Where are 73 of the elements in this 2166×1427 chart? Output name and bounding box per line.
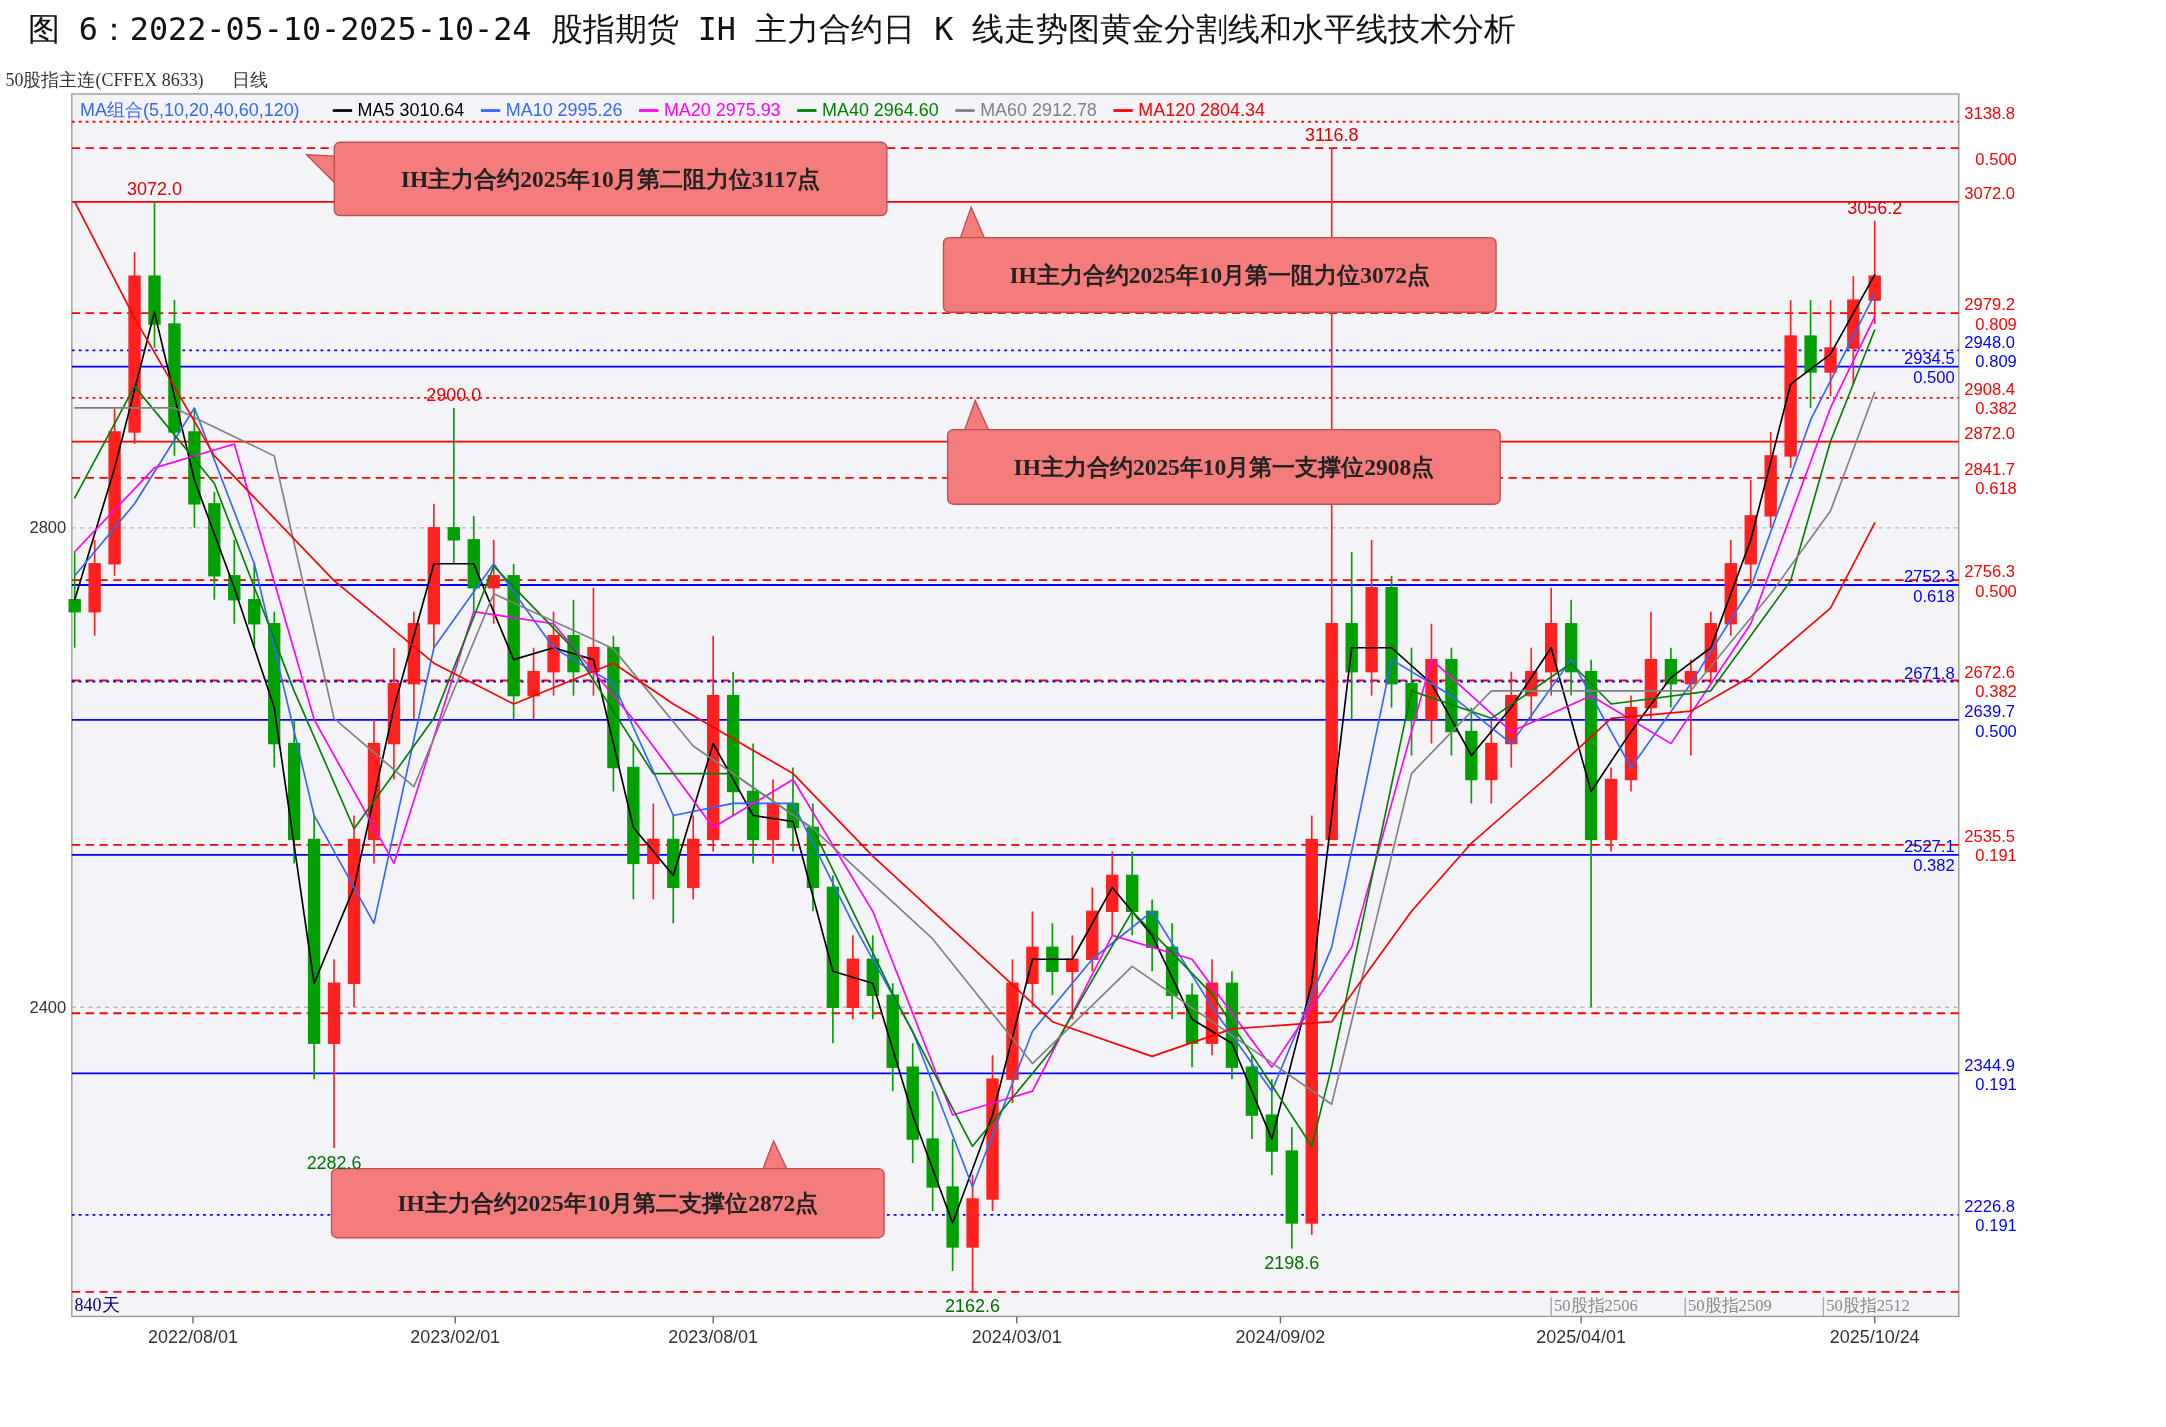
annotation: 3056.2 [1847, 197, 1903, 218]
annotation: 2282.6 [306, 1152, 362, 1173]
annotation: 0.382 [1975, 399, 2017, 419]
y-tick-label: 2400 [29, 997, 67, 1017]
annotation: 0.618 [1975, 479, 2017, 499]
legend-label: MA20 2975.93 [663, 100, 781, 121]
legend-label: MA60 2912.78 [980, 100, 1097, 121]
annotation: 50股指2509 [1688, 1295, 1772, 1315]
ref-line-label: 2344.9 [1964, 1055, 2015, 1075]
annotation: 0.809 [1975, 314, 2017, 334]
candlestick [1824, 299, 1837, 397]
annotation: 50股指2512 [1826, 1295, 1910, 1315]
candlestick [248, 562, 261, 649]
x-tick-label: 2022/08/01 [148, 1326, 238, 1347]
ref-line-label: 2948.0 [1964, 332, 2015, 352]
ref-line-label: 3138.8 [1964, 104, 2015, 123]
annotation: 0.500 [1975, 149, 2017, 169]
y-tick-label: 2800 [29, 518, 67, 538]
annotation: 0.382 [1975, 682, 2017, 702]
candlestick [1046, 922, 1059, 997]
annotation: 0.191 [1975, 1074, 2017, 1094]
candlestick [68, 550, 81, 649]
candlestick [1066, 934, 1079, 1021]
x-tick-label: 2023/02/01 [410, 1326, 501, 1347]
annotation: 50股指2506 [1554, 1295, 1638, 1315]
x-tick-label: 2025/10/24 [1829, 1326, 1920, 1347]
legend-title: MA组合(5,10,20,40,60,120) [80, 100, 300, 121]
x-tick-label: 2023/08/01 [668, 1326, 759, 1347]
chart-title: 图 6：2022-05-10-2025-10-24 股指期货 IH 主力合约日 K 线走势图黄金分割线和水平线技术分析 [27, 11, 1517, 48]
ref-line-label: 2908.4 [1964, 380, 2015, 400]
annotation: IH主力合约2025年10月第一支撑位2908点 [1013, 454, 1435, 481]
annotation: 0.500 [1975, 581, 2017, 601]
ref-line-label: 2872.0 [1964, 423, 2015, 443]
annotation: 2900.0 [426, 385, 482, 406]
annotation: IH主力合约2025年10月第一阻力位3072点 [1009, 262, 1431, 289]
ref-line-label: 3072.0 [1964, 184, 2015, 204]
ref-line-label: 2841.7 [1964, 460, 2015, 480]
x-tick-label: 2025/04/01 [1536, 1326, 1627, 1347]
annotation: IH主力合约2025年10月第二阻力位3117点 [400, 166, 821, 193]
annotation: 0.191 [1975, 846, 2017, 866]
ref-line-label: 2671.8 [1903, 663, 1955, 683]
legend-label: MA10 2995.26 [505, 100, 623, 121]
legend-label: MA120 2804.34 [1138, 100, 1265, 121]
chart-subtitle: 50股指主连(CFFEX 8633) [5, 69, 204, 91]
ref-line-label: 2535.5 [1964, 827, 2015, 847]
text: 日线 [232, 69, 269, 90]
annotation: 0.500 [1913, 368, 1955, 388]
ref-line-label: 2934.5 [1903, 348, 1955, 368]
candlestick [447, 407, 460, 565]
annotation: 0.382 [1913, 856, 1955, 876]
annotation: 840天 [74, 1294, 120, 1315]
annotation: 0.191 [1975, 1216, 2017, 1236]
ref-line-label: 2226.8 [1964, 1197, 2015, 1217]
ref-line-label: 2979.2 [1964, 295, 2015, 315]
ref-line-label: 2527.1 [1903, 837, 1955, 857]
annotation: 2162.6 [945, 1296, 1001, 1317]
annotation: 3072.0 [127, 178, 182, 199]
annotation: 3116.8 [1304, 125, 1359, 146]
ref-line-label: 2756.3 [1964, 562, 2015, 582]
annotation: 2198.6 [1264, 1253, 1320, 1274]
annotation: 0.618 [1913, 586, 1955, 606]
candlestick [1868, 219, 1881, 325]
x-tick-label: 2024/03/01 [971, 1326, 1062, 1347]
candlestick [527, 646, 540, 721]
annotation: IH主力合约2025年10月第二支撑位2872点 [397, 1190, 819, 1217]
legend-label: MA5 3010.64 [357, 100, 465, 121]
annotation: 0.809 [1975, 352, 2017, 372]
ref-line-label: 2752.3 [1903, 567, 1955, 587]
ref-line-label: 2672.6 [1964, 662, 2015, 682]
legend-label: MA40 2964.60 [822, 100, 939, 121]
annotation: 0.500 [1975, 721, 2017, 741]
ref-line-label: 2639.7 [1964, 702, 2015, 722]
x-tick-label: 2024/09/02 [1235, 1326, 1326, 1347]
